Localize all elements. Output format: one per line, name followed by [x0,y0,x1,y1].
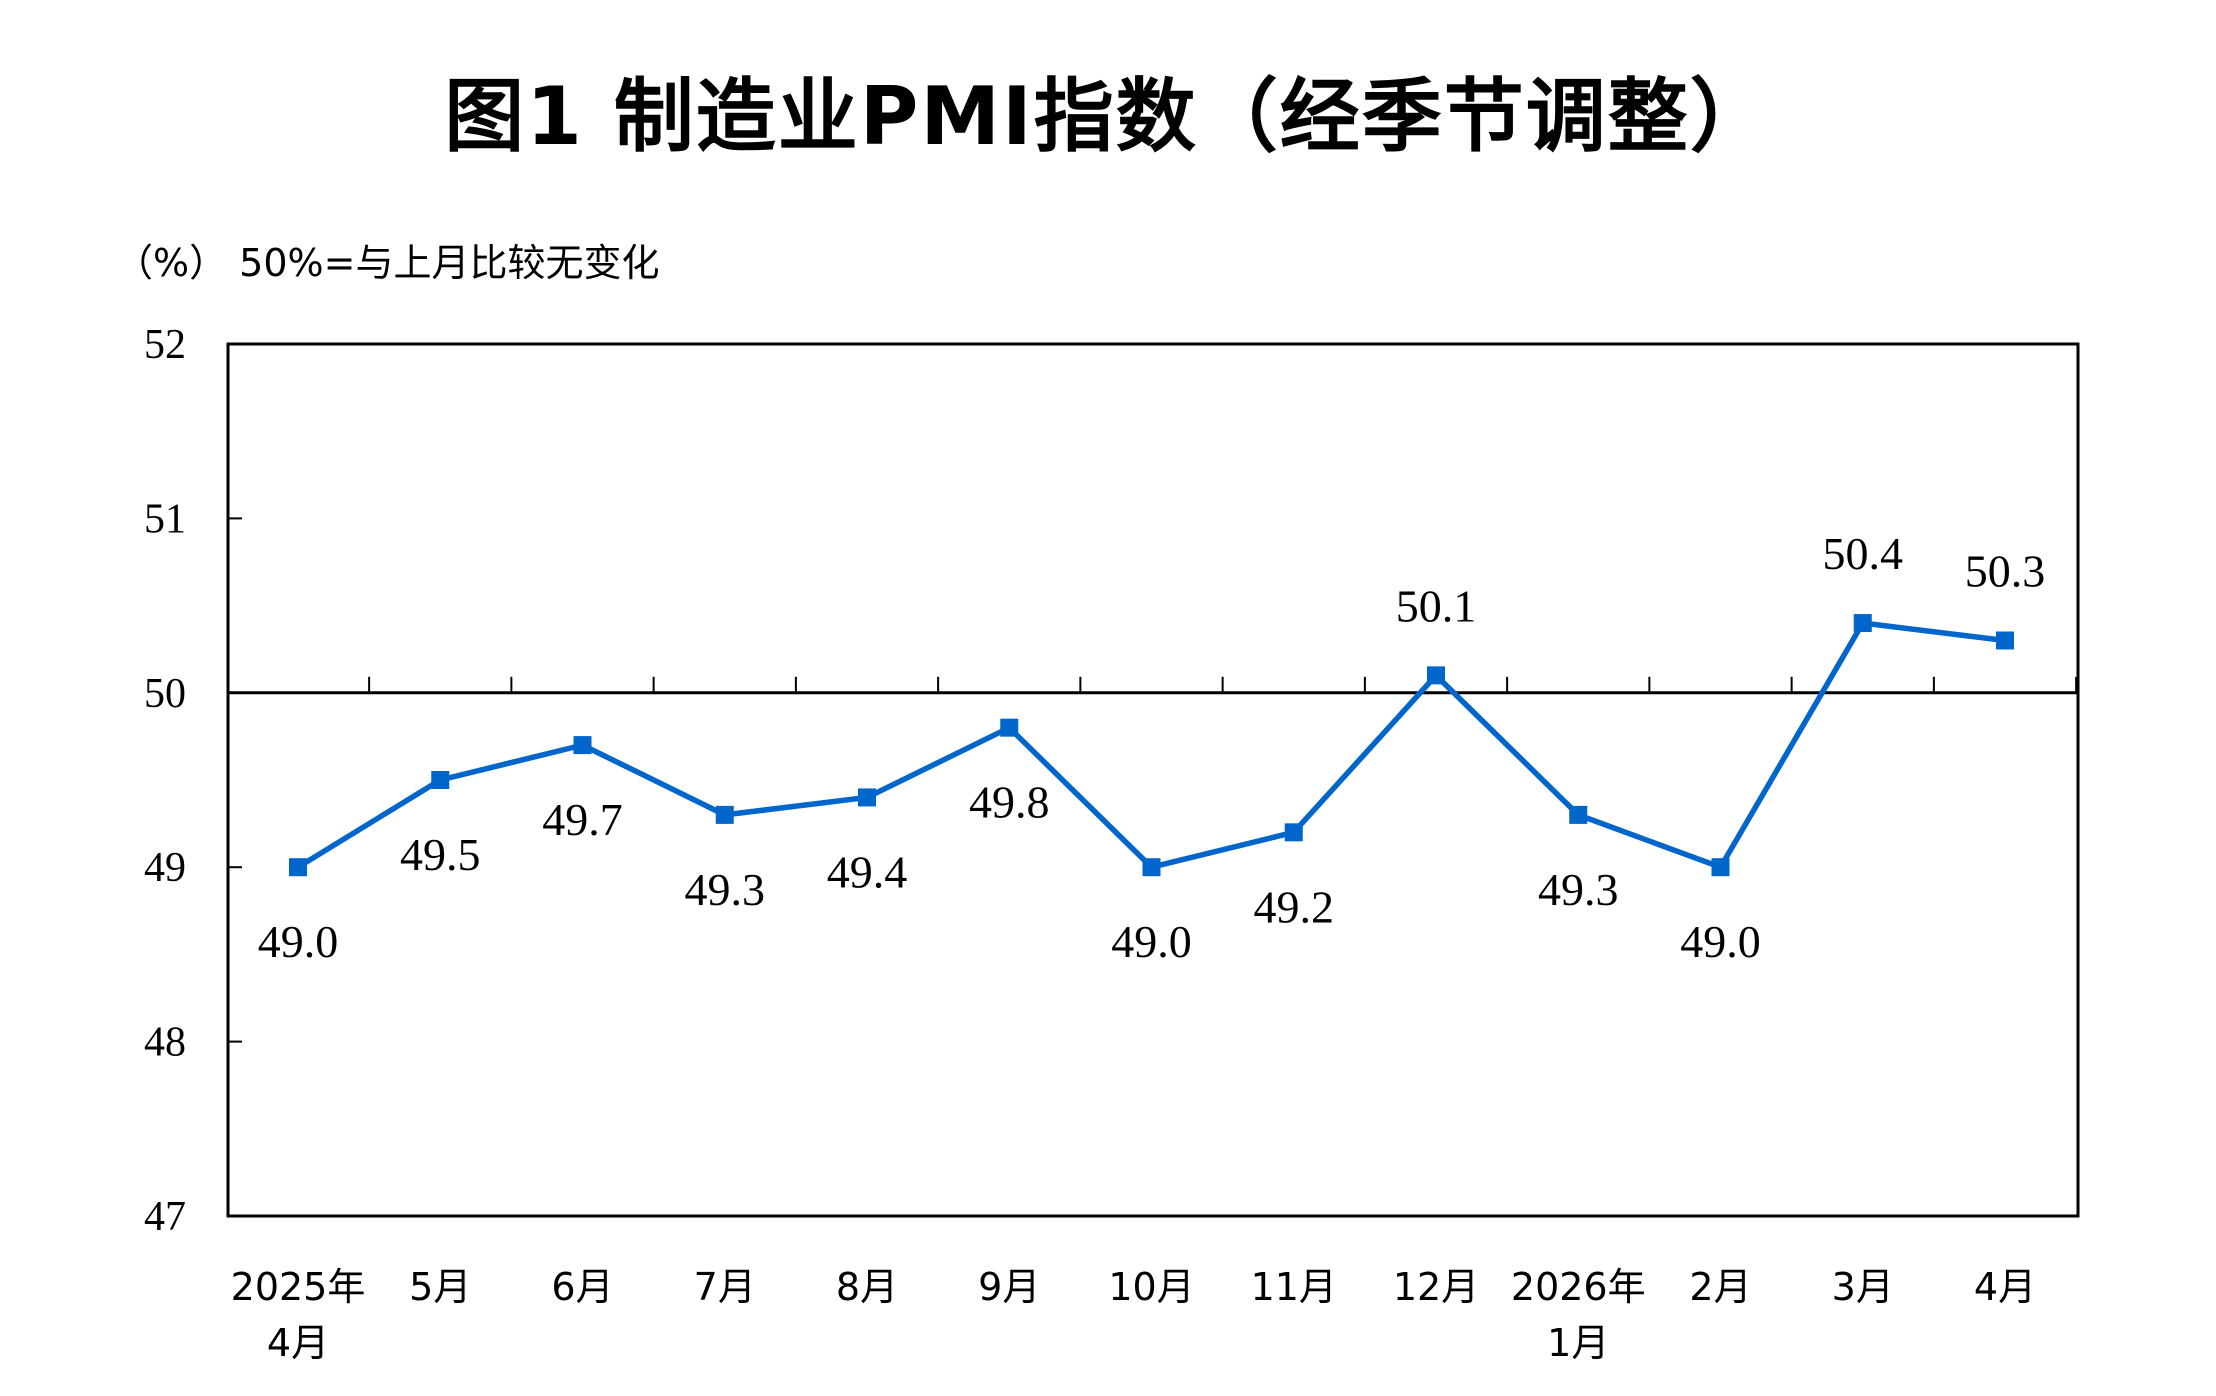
x-tick-label: 2025年 [231,1265,366,1309]
data-label: 49.2 [1254,881,1335,932]
x-tick-label: 2月 [1689,1265,1751,1309]
y-tick-label: 48 [144,1020,186,1066]
x-tick-label: 10月 [1108,1265,1194,1309]
data-label: 49.3 [1538,864,1619,915]
x-tick-label: 4月 [1974,1265,2036,1309]
y-tick-label: 49 [144,845,186,891]
data-label: 49.7 [542,794,623,845]
data-label: 49.0 [258,916,339,967]
data-label: 49.3 [685,864,766,915]
data-point-marker [1284,823,1303,842]
data-label: 50.4 [1823,528,1904,579]
data-point-marker [1711,858,1730,877]
x-tick-label: 1月 [1547,1321,1609,1365]
x-tick-label: 4月 [267,1321,329,1365]
data-label: 49.0 [1111,916,1192,967]
x-tick-label: 5月 [409,1265,471,1309]
x-tick-label: 8月 [836,1265,898,1309]
x-tick-label: 6月 [551,1265,613,1309]
data-point-marker [573,736,592,755]
data-point-marker [858,788,876,807]
data-point-marker [1853,614,1872,633]
data-point-marker [1142,858,1161,877]
data-label: 50.3 [1965,545,2046,596]
x-tick-label: 3月 [1832,1265,1894,1309]
x-tick-label: 9月 [978,1265,1040,1309]
chart-title: 图1 制造业PMI指数（经季节调整） [444,70,1772,163]
y-tick-label: 50 [144,671,186,717]
data-label: 49.0 [1680,916,1761,967]
y-tick-label: 47 [144,1194,186,1240]
data-point-marker [1996,631,2014,650]
data-point-marker [431,771,450,789]
plot-frame [226,342,2080,1218]
data-label: 49.4 [827,846,908,897]
data-label: 49.8 [969,777,1050,828]
data-label: 50.1 [1396,580,1477,631]
x-tick-label: 12月 [1393,1265,1479,1309]
x-tick-label: 7月 [694,1265,756,1309]
data-point-marker [1000,718,1019,737]
x-tick-label: 2026年 [1511,1265,1646,1309]
y-tick-label: 52 [144,322,186,368]
y-axis-unit-label: （%） 50%=与上月比较无变化 [115,241,660,285]
data-point-marker [1427,666,1445,685]
y-tick-label: 51 [144,496,186,542]
data-point-marker [1569,805,1588,824]
x-tick-label: 11月 [1251,1265,1337,1309]
data-point-marker [289,858,307,877]
data-point-marker [715,805,734,824]
data-label: 49.5 [400,829,481,880]
